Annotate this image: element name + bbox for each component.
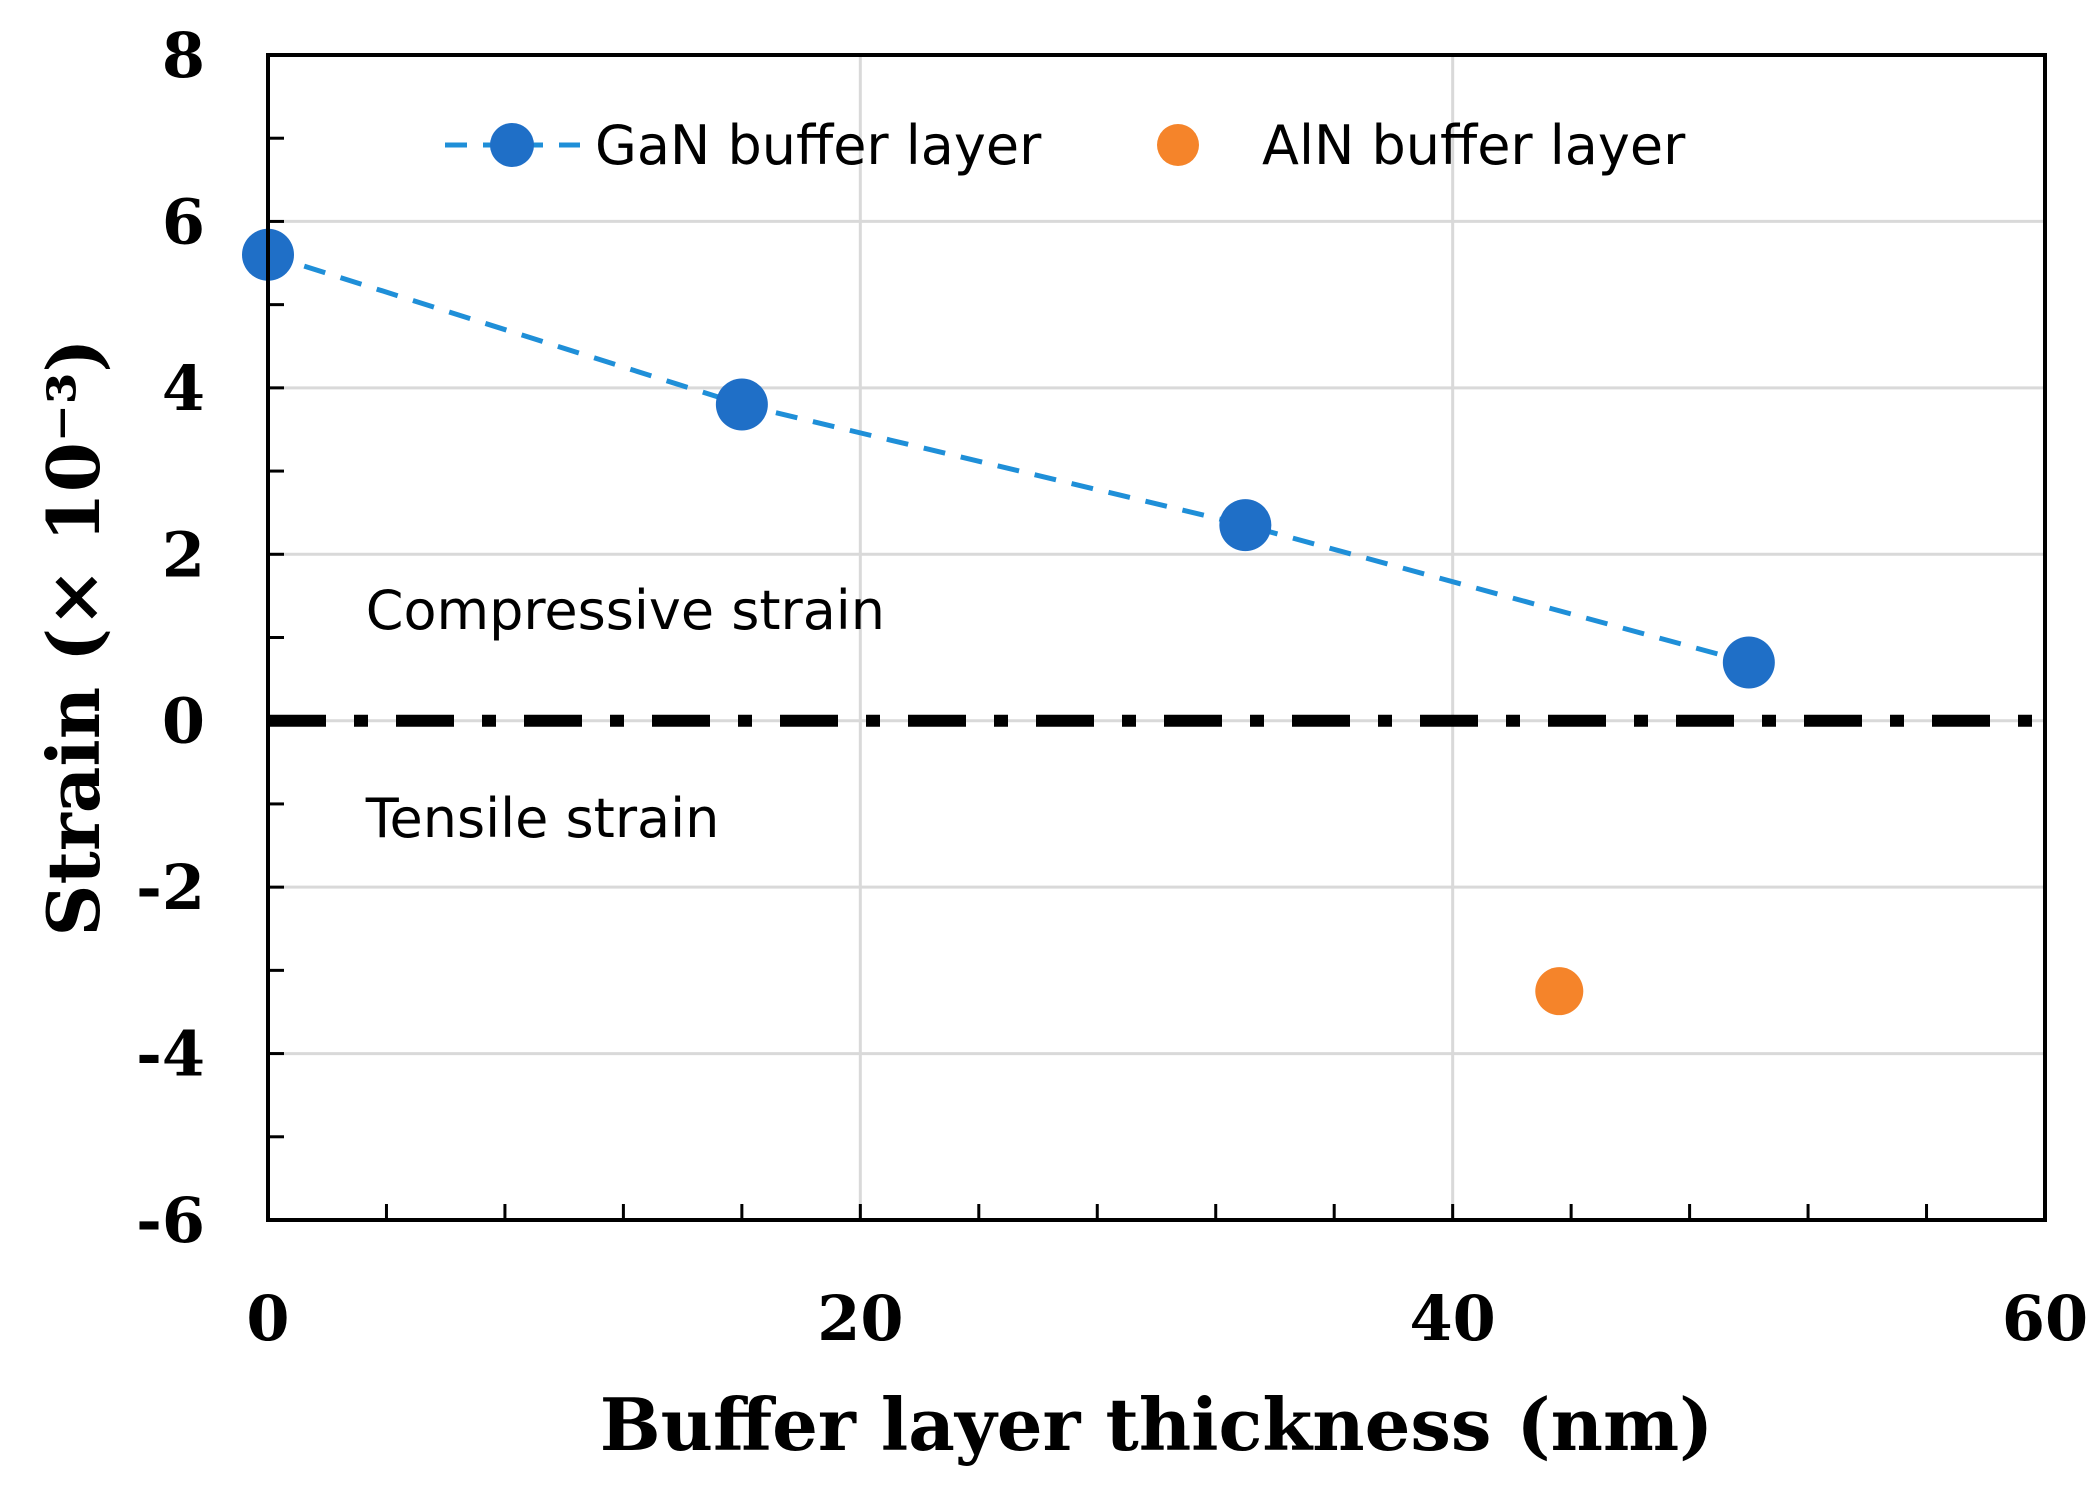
- y-tick-label: 6: [162, 185, 205, 258]
- y-tick-labels: 8 6 4 2 0 -2 -4 -6: [136, 19, 205, 1257]
- data-point-0-3: [1722, 636, 1775, 689]
- legend-label-gan: GaN buffer layer: [595, 114, 1042, 177]
- x-tick-label: 40: [1410, 1282, 1496, 1355]
- y-tick-label: 4: [162, 352, 205, 425]
- x-tick-labels: 0 20 40 60: [246, 1282, 2088, 1355]
- x-tick-label: 60: [2002, 1282, 2088, 1355]
- plot-frame: [266, 53, 2047, 1222]
- y-tick-label: -6: [136, 1184, 205, 1257]
- y-tick-label: 8: [162, 19, 205, 92]
- legend-label-aln: AlN buffer layer: [1262, 114, 1686, 177]
- y-tick-label: -4: [136, 1018, 205, 1091]
- y-tick-label: -2: [136, 851, 205, 924]
- legend-marker-aln: [1157, 124, 1199, 166]
- data-point-1-0: [1535, 967, 1584, 1016]
- data-point-0-2: [1219, 499, 1272, 552]
- annotations: Compressive strain Tensile strain: [365, 579, 885, 850]
- data-markers: [242, 228, 1775, 1016]
- y-tick-label: 0: [162, 685, 205, 758]
- y-axis-title: Strain (× 10⁻³): [31, 339, 116, 937]
- legend: GaN buffer layer AlN buffer layer: [445, 114, 1686, 177]
- x-tick-label: 20: [817, 1282, 903, 1355]
- x-axis-title: Buffer layer thickness (nm): [600, 1382, 1713, 1467]
- y-tick-label: 2: [162, 518, 205, 591]
- minor-ticks: [268, 136, 1929, 1220]
- annotation-0: Compressive strain: [366, 579, 885, 642]
- x-tick-label: 0: [246, 1282, 289, 1355]
- annotation-1: Tensile strain: [365, 787, 720, 850]
- series-lines: [267, 252, 1750, 665]
- series-line-0: [267, 252, 1750, 665]
- legend-marker-gan: [490, 123, 534, 167]
- data-point-0-1: [715, 378, 768, 431]
